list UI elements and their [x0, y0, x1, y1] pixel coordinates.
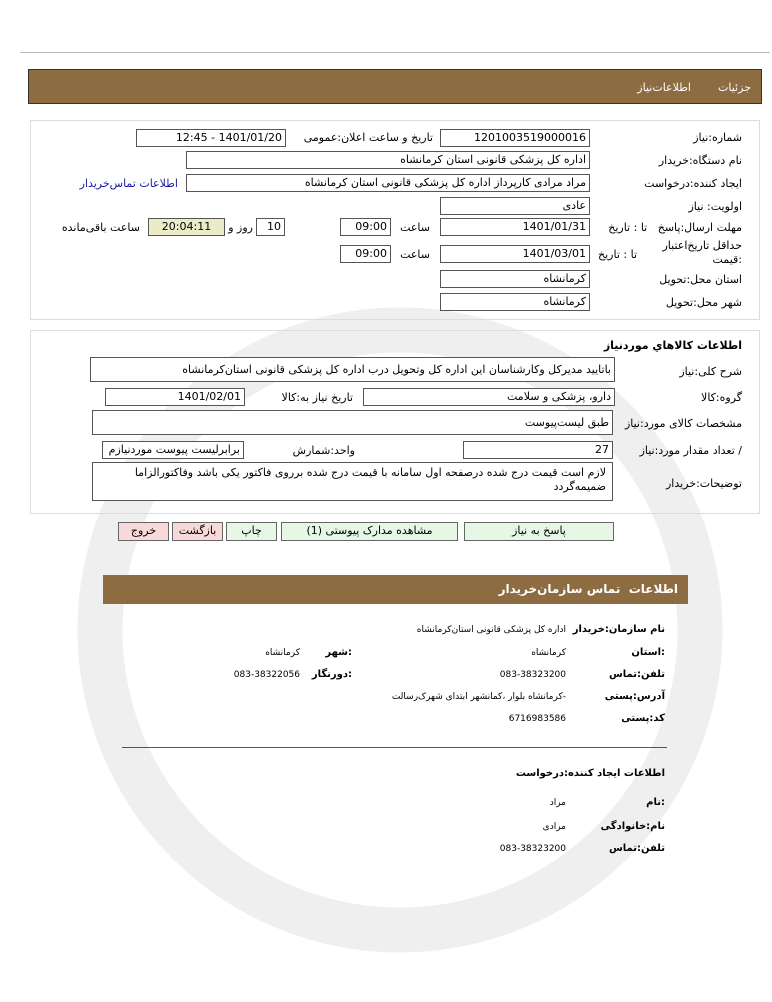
qty-label: / تعداد مقدار مورد:نیاز: [639, 444, 742, 457]
contact-org-label: نام سازمان:خریدار: [572, 624, 665, 635]
group-label: گروه:کالا: [701, 391, 742, 404]
creator-name-label: :نام: [646, 797, 665, 808]
announce-field: 1401/01/20 - 12:45: [136, 129, 286, 147]
spec-label: مشخصات کالای مورد:نیاز: [624, 417, 742, 430]
province-label: استان محل:تحویل: [659, 273, 742, 286]
city-label: شهر محل:تحویل: [665, 296, 742, 309]
contact-province: کرمانشاه: [531, 648, 566, 658]
org-field: اداره کل پزشکی قانونی استان کرمانشاه: [186, 151, 590, 169]
need-number-label: شماره:نیاز: [693, 131, 742, 144]
validity-time-field: 09:00: [340, 245, 391, 263]
contact-phone-label: تلفن:تماس: [608, 669, 665, 680]
desc-label: شرح کلی:نیاز: [679, 365, 742, 378]
contact-title: اطلاعات تماس سازمان‌خریدار: [498, 582, 678, 596]
creator-family: مرادی: [542, 822, 566, 832]
spec-field: طبق لیست‌پیوست: [92, 410, 613, 435]
creator-family-label: نام:خانوادگی: [600, 821, 665, 832]
remaining-time-field: 20:04:11: [148, 218, 225, 236]
tab-details[interactable]: جزئیات: [718, 81, 751, 94]
attachments-button[interactable]: مشاهده مدارک پیوستی (1): [281, 522, 458, 541]
creator-title: اطلاعات ایجاد کننده:درخواست: [515, 768, 665, 779]
creator-name: مراد: [549, 798, 566, 808]
tab-need-info[interactable]: اطلاعات‌نیاز: [637, 81, 691, 94]
validity-date-field: 1401/03/01: [440, 245, 590, 263]
validity-label: حداقل تاریخ‌اعتبار :قیمت: [662, 239, 742, 266]
days-label: روز و: [228, 221, 253, 234]
contact-phone: 083-38323200: [499, 670, 566, 680]
priority-field: عادی: [440, 197, 590, 215]
city-field: کرمانشاه: [440, 293, 590, 311]
deadline-time-label: ساعت: [400, 221, 430, 234]
remaining-label: ساعت باقی‌مانده: [61, 221, 140, 234]
contact-address: -کرمانشاه بلوار ،کمانشهر ابتدای شهرک‌رسا…: [391, 692, 566, 702]
need-number-field: 1201003519000016: [440, 129, 590, 147]
contact-org: اداره کل پزشکی قانونی استان‌کرمانشاه: [416, 625, 566, 635]
contact-city-label: :شهر: [325, 647, 352, 658]
priority-label: اولویت: نیاز: [688, 200, 742, 213]
top-divider: [20, 52, 770, 53]
contact-fax-label: :دورنگار: [311, 669, 352, 680]
need-date-field: 1401/02/01: [105, 388, 245, 406]
creator-label: ایجاد کننده:درخواست: [644, 177, 742, 190]
creator-phone: 083-38323200: [499, 844, 566, 854]
header-bar: جزئیات اطلاعات‌نیاز: [28, 69, 762, 104]
contact-province-label: :استان: [631, 647, 665, 658]
reply-button[interactable]: پاسخ به نیاز: [464, 522, 614, 541]
need-date-label: تاریخ نیاز به:کالا: [281, 391, 353, 404]
exit-button[interactable]: خروج: [118, 522, 169, 541]
contact-divider: [122, 747, 667, 748]
goods-panel: [30, 330, 760, 514]
notes-field: لازم است قیمت درج شده درصفحه اول سامانه …: [92, 462, 613, 501]
province-field: کرمانشاه: [440, 270, 590, 288]
announce-label: تاریخ و ساعت اعلان:عمومی: [303, 131, 433, 144]
back-button[interactable]: بازگشت: [172, 522, 223, 541]
contact-postal: 6716983586: [508, 714, 566, 724]
qty-field: 27: [463, 441, 613, 459]
print-button[interactable]: چاپ: [226, 522, 277, 541]
desc-field: باتایید مدیرکل وکارشناسان این اداره کل و…: [90, 357, 615, 382]
contact-postal-label: کد:پستی: [621, 713, 665, 724]
org-label: نام دستگاه:خریدار: [658, 154, 742, 167]
contact-header-bar: اطلاعات تماس سازمان‌خریدار: [103, 575, 688, 604]
contact-city: کرمانشاه: [265, 648, 300, 658]
creator-phone-label: تلفن:تماس: [608, 843, 665, 854]
need-info-panel: [30, 120, 760, 320]
contact-address-label: آدرس:پستی: [604, 691, 665, 702]
notes-label: توضیحات:خریدار: [666, 477, 742, 490]
contact-fax: 083-38322056: [233, 670, 300, 680]
deadline-time-field: 09:00: [340, 218, 391, 236]
validity-to-label: تا : تاریخ: [598, 248, 637, 261]
goods-title: اطلاعات کالاهاي موردنياز: [603, 339, 742, 352]
group-field: دارو، پزشکی و سلامت: [363, 388, 615, 406]
deadline-label: مهلت ارسال:پاسخ تا : تاریخ: [608, 221, 742, 234]
buyer-contact-link[interactable]: اطلاعات تماس‌خریدار: [79, 177, 178, 190]
days-field: 10: [256, 218, 285, 236]
unit-field: برابرلیست پیوست موردنیازم: [102, 441, 244, 459]
validity-time-label: ساعت: [400, 248, 430, 261]
creator-field: مراد مرادی کارپرداز اداره کل پزشکی قانون…: [186, 174, 590, 192]
deadline-date-field: 1401/01/31: [440, 218, 590, 236]
unit-label: واحد:شمارش: [292, 444, 355, 457]
